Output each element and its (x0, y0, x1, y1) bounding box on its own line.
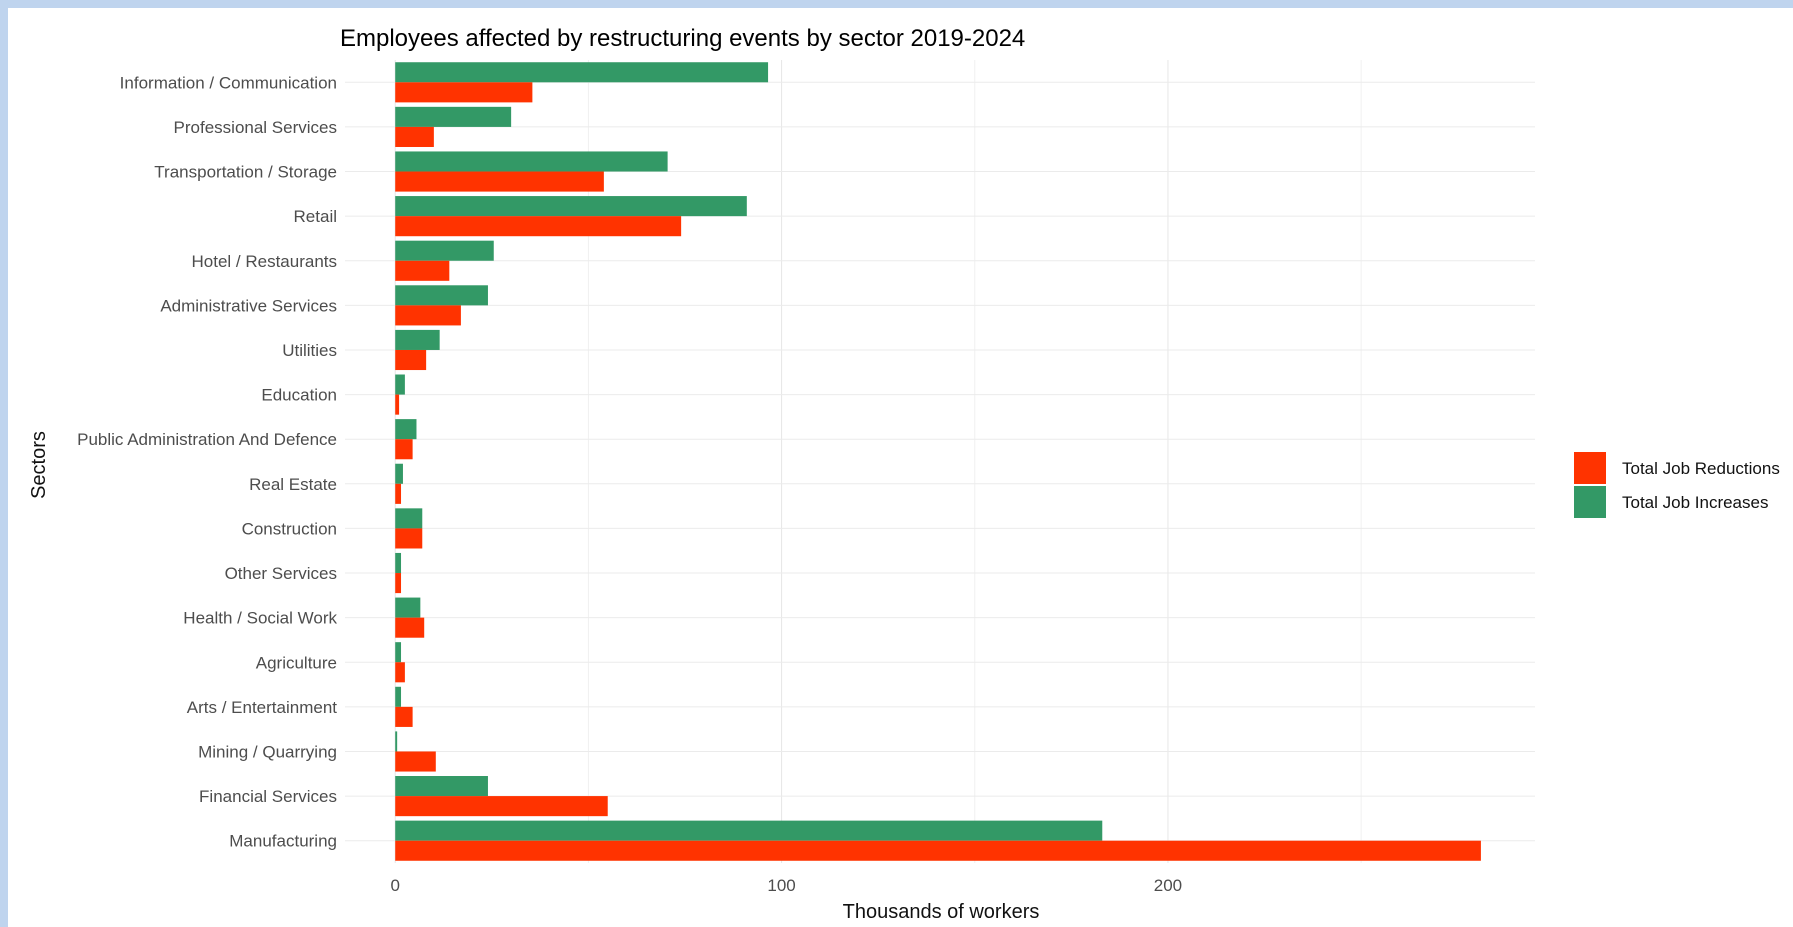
bar-job-reductions (395, 216, 682, 237)
y-tick-label: Manufacturing (229, 832, 337, 851)
bar-job-increases (395, 151, 668, 172)
bar-job-increases (395, 196, 747, 217)
bar-job-increases (395, 508, 423, 529)
y-tick-label: Agriculture (256, 653, 337, 672)
bar-job-increases (395, 820, 1103, 841)
bar-job-reductions (395, 483, 402, 504)
legend-swatch (1574, 452, 1606, 484)
bar-job-increases (395, 285, 488, 306)
bar-job-reductions (395, 260, 450, 281)
y-tick-label: Real Estate (249, 475, 337, 494)
chart-title: Employees affected by restructuring even… (340, 25, 1025, 52)
bar-job-increases (395, 597, 421, 618)
bar-chart: Information / Communication Professional … (28, 25, 1780, 923)
y-tick-label: Education (261, 386, 337, 405)
bar-job-reductions (395, 662, 405, 683)
bar-job-reductions (395, 796, 608, 817)
y-tick-label: Transportation / Storage (154, 163, 337, 182)
bar-job-increases (395, 463, 403, 484)
bar-job-increases (395, 106, 512, 127)
y-tick-label: Other Services (225, 564, 337, 583)
bar-job-reductions (395, 751, 436, 772)
y-tick-label: Administrative Services (160, 296, 337, 315)
bar-job-reductions (395, 573, 402, 594)
y-tick-label: Retail (294, 207, 337, 226)
legend: Total Job Reductions Total Job Increases (1574, 452, 1780, 518)
y-tick-label: Arts / Entertainment (187, 698, 338, 717)
chart-panel: Information / Communication Professional … (8, 8, 1793, 927)
y-axis-label: Sectors (28, 431, 50, 499)
x-tick-labels: 0 100 200 (390, 876, 1182, 895)
bar-job-reductions (395, 439, 413, 460)
y-tick-label: Utilities (282, 341, 337, 360)
grid-lines (345, 60, 1535, 863)
y-tick-label: Mining / Quarrying (198, 742, 337, 761)
bar-job-increases (395, 419, 417, 440)
bar-job-increases (395, 62, 769, 83)
bar-job-reductions (395, 394, 400, 415)
x-tick-label: 0 (390, 876, 399, 895)
bar-job-increases (395, 374, 405, 395)
bar-job-increases (395, 686, 402, 707)
x-tick-label: 100 (767, 876, 795, 895)
x-axis-label: Thousands of workers (843, 901, 1040, 923)
bar-job-reductions (395, 528, 423, 549)
legend-label: Total Job Increases (1622, 493, 1768, 512)
y-tick-label: Public Administration And Defence (77, 430, 337, 449)
bar-job-increases (395, 240, 494, 261)
legend-swatch (1574, 486, 1606, 518)
y-tick-label: Construction (242, 519, 337, 538)
y-tick-label: Health / Social Work (183, 609, 337, 628)
legend-label: Total Job Reductions (1622, 459, 1780, 478)
bar-job-reductions (395, 840, 1481, 861)
bar-job-reductions (395, 617, 425, 638)
bar-job-increases (395, 329, 440, 350)
bar-job-reductions (395, 171, 604, 192)
bar-job-increases (395, 776, 488, 797)
y-tick-label: Financial Services (199, 787, 337, 806)
bar-job-reductions (395, 706, 413, 727)
bar-job-reductions (395, 305, 461, 326)
y-tick-label: Professional Services (174, 118, 337, 137)
bar-job-reductions (395, 82, 533, 103)
y-tick-labels: Information / Communication Professional … (77, 73, 337, 850)
x-tick-label: 200 (1154, 876, 1182, 895)
bar-job-increases (395, 731, 398, 752)
bar-job-reductions (395, 126, 434, 147)
y-tick-label: Information / Communication (120, 73, 337, 92)
bars (395, 62, 1481, 861)
y-tick-label: Hotel / Restaurants (191, 252, 337, 271)
bar-job-increases (395, 642, 402, 663)
bar-job-increases (395, 552, 402, 574)
bar-job-reductions (395, 349, 427, 371)
